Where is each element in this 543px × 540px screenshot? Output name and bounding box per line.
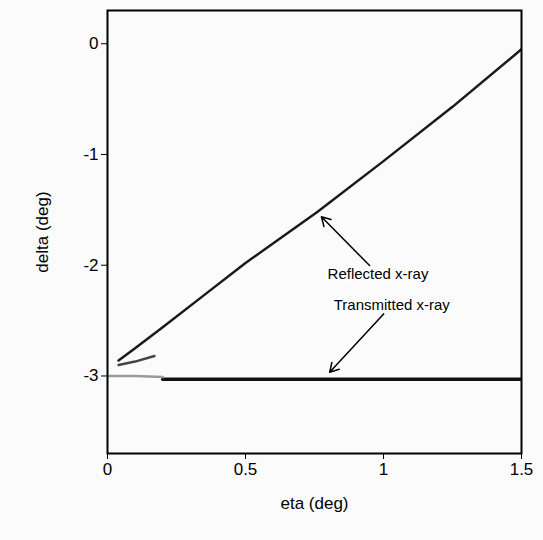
svg-text:-3: -3	[83, 366, 98, 385]
svg-text:Reflected x-ray: Reflected x-ray	[328, 265, 429, 282]
svg-text:0: 0	[89, 34, 98, 53]
svg-text:-2: -2	[83, 256, 98, 275]
svg-text:1: 1	[379, 460, 388, 479]
svg-text:-1: -1	[83, 145, 98, 164]
svg-text:eta (deg): eta (deg)	[280, 494, 348, 513]
svg-text:delta (deg): delta (deg)	[33, 191, 52, 272]
svg-text:Transmitted x-ray: Transmitted x-ray	[334, 296, 451, 313]
svg-text:0: 0	[103, 460, 112, 479]
svg-text:0.5: 0.5	[234, 460, 258, 479]
svg-text:1.5: 1.5	[510, 460, 534, 479]
